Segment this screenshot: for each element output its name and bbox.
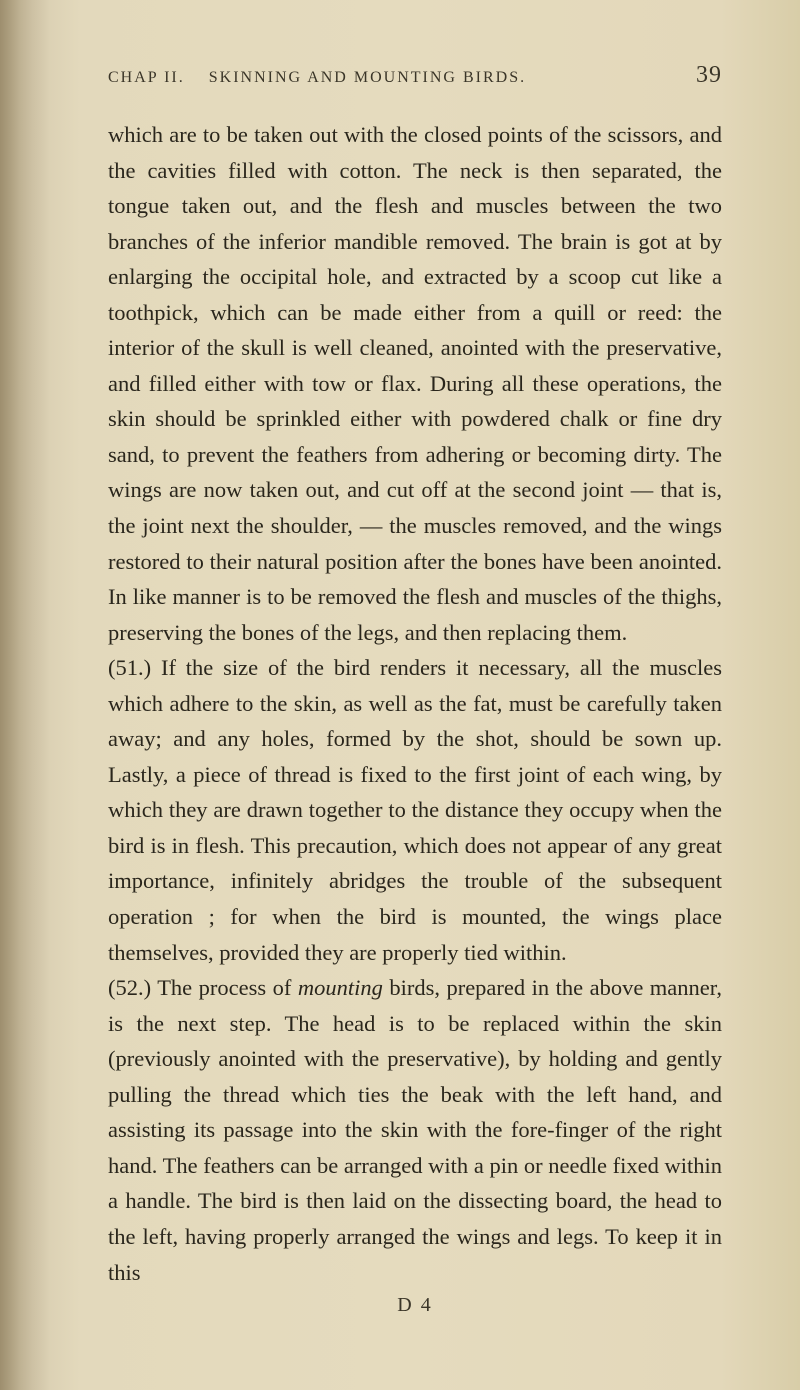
p3-prefix: (52.) The process of [108, 975, 298, 1000]
header-chapter-title: CHAP II. SKINNING AND MOUNTING BIRDS. [108, 69, 526, 87]
page-number: 39 [696, 62, 722, 89]
paragraph-3: (52.) The process of mounting birds, pre… [108, 970, 722, 1290]
book-page: CHAP II. SKINNING AND MOUNTING BIRDS. 39… [0, 0, 800, 1390]
body-text: which are to be taken out with the close… [108, 117, 722, 1290]
p3-suffix: birds, prepared in the above manner, is … [108, 975, 722, 1284]
paragraph-2: (51.) If the size of the bird renders it… [108, 650, 722, 970]
paragraph-1: which are to be taken out with the close… [108, 117, 722, 650]
signature-mark: D 4 [397, 1294, 432, 1316]
page-footer: D 4 [108, 1294, 722, 1317]
chapter-label: CHAP II. [108, 69, 185, 86]
chapter-title: SKINNING AND MOUNTING BIRDS. [209, 69, 526, 86]
p3-italic: mounting [298, 975, 383, 1000]
page-header: CHAP II. SKINNING AND MOUNTING BIRDS. 39 [108, 62, 722, 89]
